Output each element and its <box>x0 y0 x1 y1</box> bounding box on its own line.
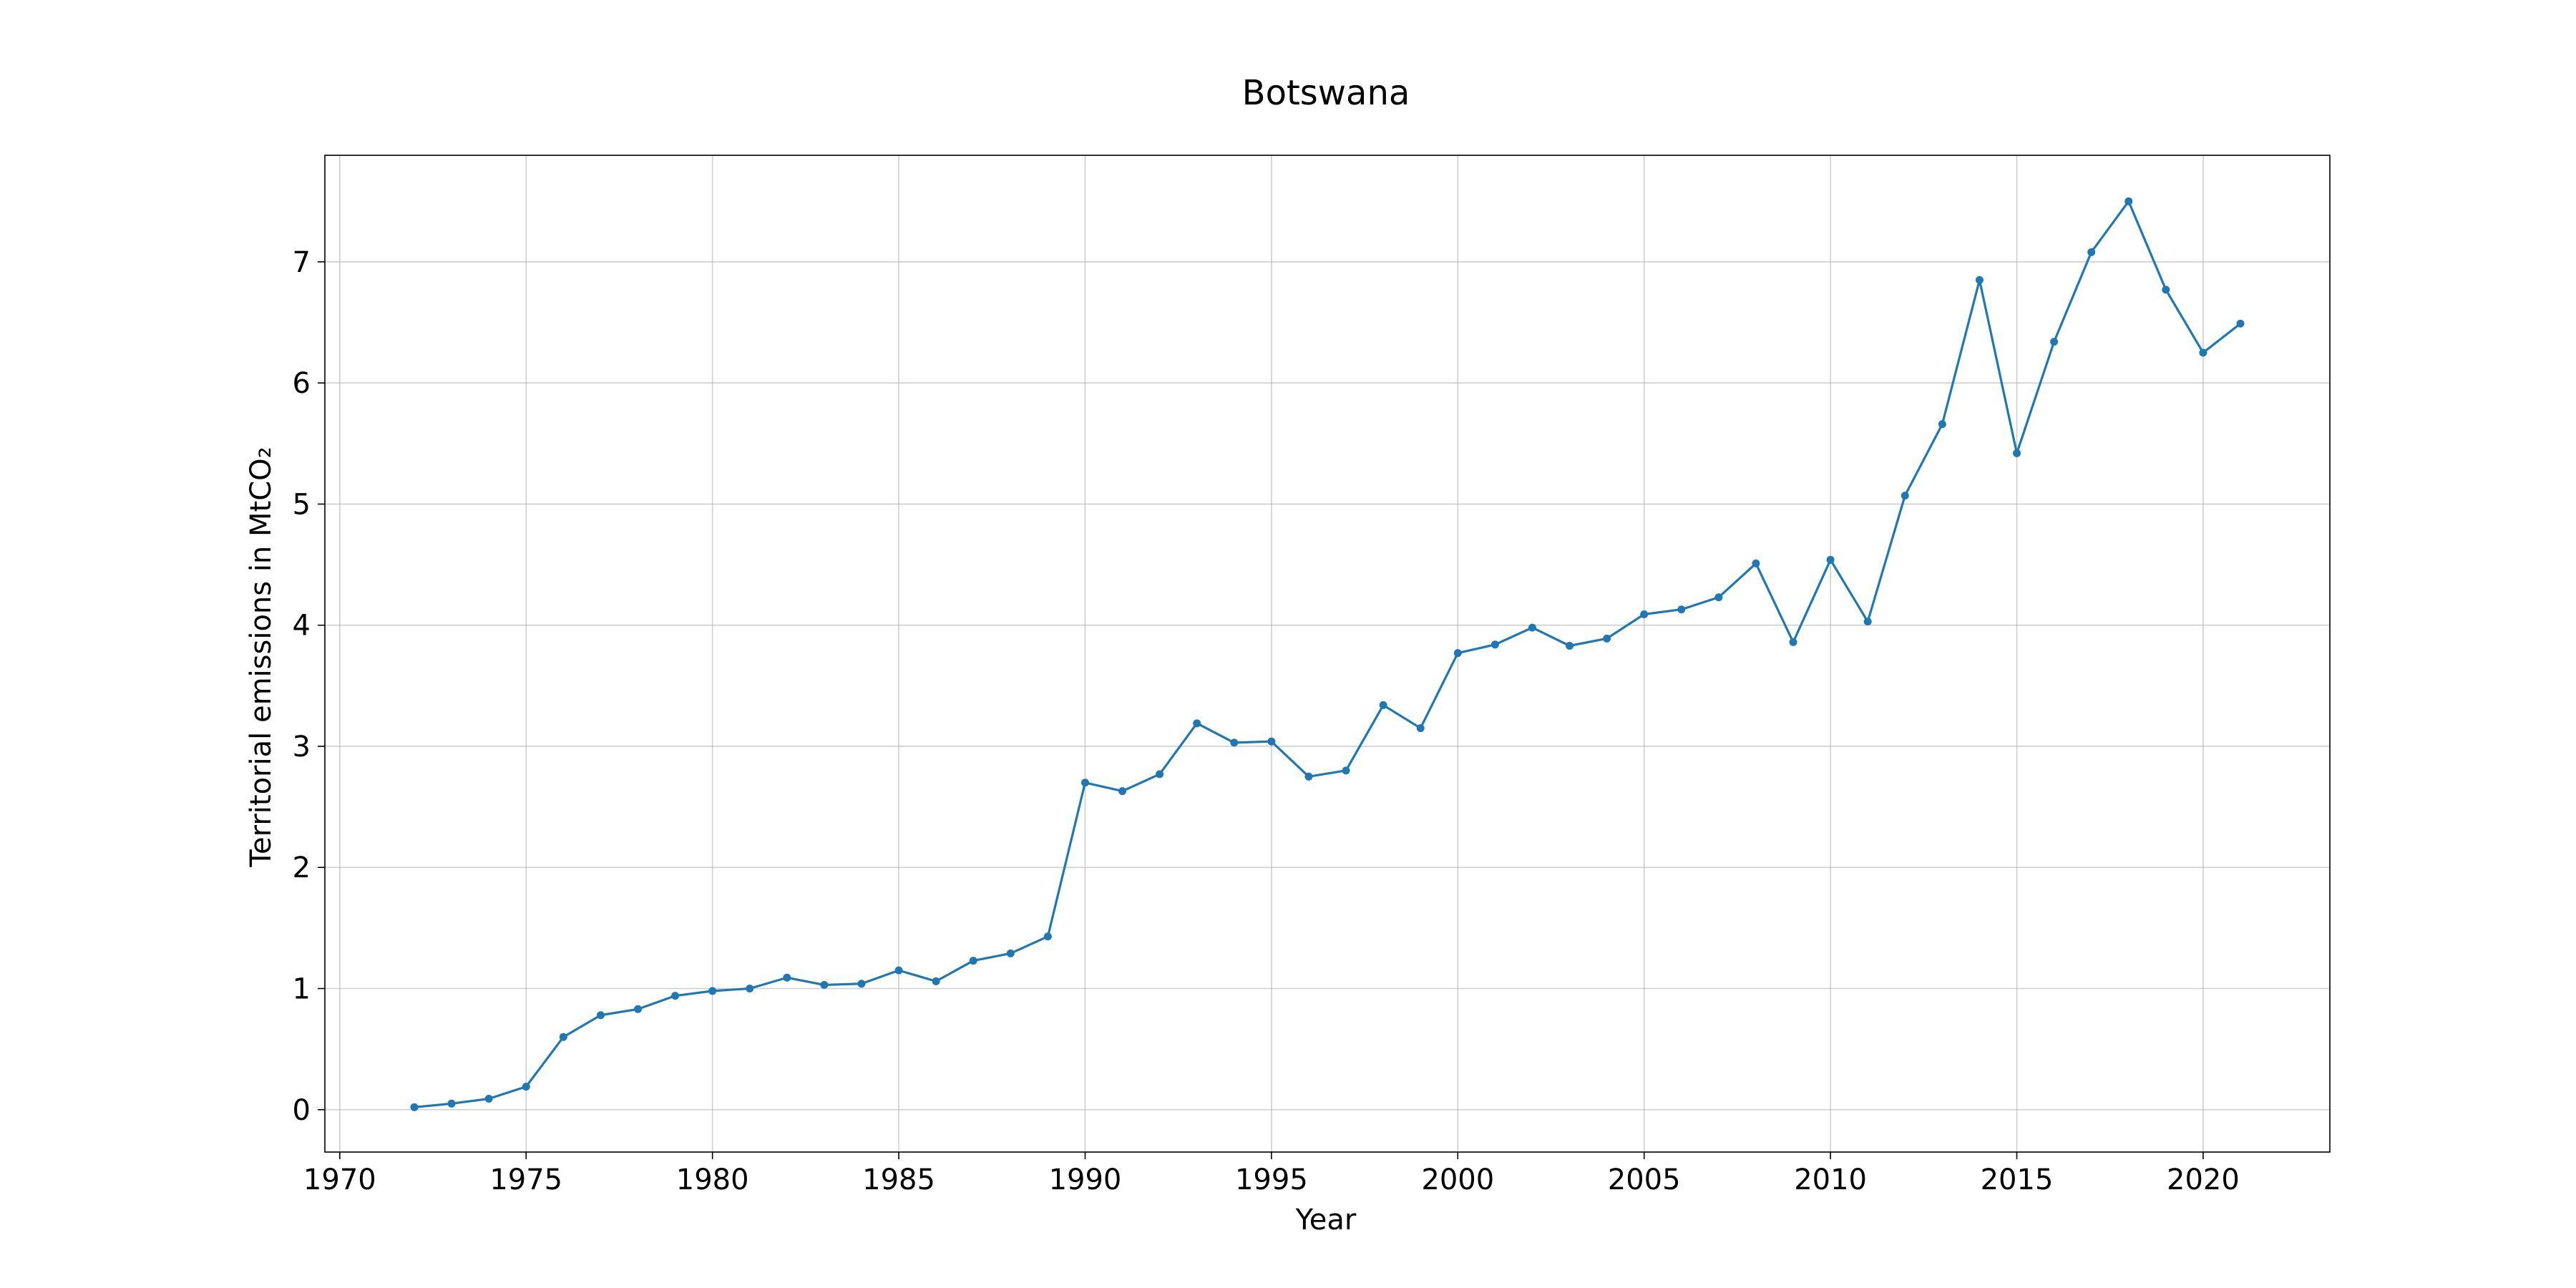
data-point <box>1640 610 1649 618</box>
data-point <box>1080 779 1089 787</box>
y-tick-label: 6 <box>293 367 311 400</box>
data-point <box>1677 605 1686 614</box>
data-point <box>894 966 903 975</box>
data-point <box>708 987 717 995</box>
data-point <box>857 980 866 988</box>
data-point <box>2087 248 2096 256</box>
data-point <box>932 977 940 985</box>
data-point <box>633 1005 642 1013</box>
data-point <box>1566 642 1574 650</box>
x-tick-label: 2020 <box>2167 1163 2240 1196</box>
x-tick-label: 2005 <box>1608 1163 1681 1196</box>
axis-ticks: 1970 1975 1980 1985 1990 1995 2000 2005 2010 2015… <box>293 246 2240 1196</box>
series-line <box>414 200 2241 1108</box>
data-point <box>2199 348 2207 357</box>
data-point <box>559 1033 567 1041</box>
data-point <box>820 980 829 989</box>
y-tick-label: 3 <box>293 731 311 763</box>
data-point <box>1453 649 1462 658</box>
data-point <box>522 1083 530 1091</box>
x-tick-label: 2015 <box>1981 1163 2054 1196</box>
data-point <box>1267 737 1276 746</box>
x-tick-label: 1995 <box>1235 1163 1308 1196</box>
y-tick-label: 0 <box>293 1094 311 1127</box>
data-point <box>1379 701 1387 709</box>
data-point <box>2236 319 2245 328</box>
data-point <box>410 1103 419 1111</box>
y-tick-label: 5 <box>293 488 311 521</box>
y-axis-label: Territorial emissions in MtCO₂ <box>245 447 278 867</box>
data-point <box>1863 618 1872 626</box>
grid <box>325 155 2330 1152</box>
y-tick-label: 7 <box>293 246 311 279</box>
data-point <box>2162 286 2170 294</box>
data-point <box>1043 932 1052 941</box>
data-point <box>1156 770 1164 779</box>
data-point <box>671 992 680 1000</box>
x-tick-label: 1975 <box>489 1163 562 1196</box>
data-point <box>484 1095 493 1103</box>
x-tick-label: 2000 <box>1421 1163 1494 1196</box>
data-point <box>1528 623 1536 632</box>
data-point <box>1118 787 1127 796</box>
data-point <box>1789 638 1797 646</box>
x-tick-label: 1985 <box>862 1163 935 1196</box>
data-point <box>1603 634 1611 643</box>
data-point <box>1230 738 1239 747</box>
y-tick-label: 2 <box>293 852 311 884</box>
data-point <box>596 1011 605 1020</box>
data-point <box>1938 420 1946 429</box>
data-point <box>1193 719 1201 728</box>
y-tick-label: 1 <box>293 973 311 1006</box>
data-point <box>2124 197 2133 205</box>
x-tick-label: 1970 <box>303 1163 376 1196</box>
data-point <box>1304 772 1313 781</box>
data-point <box>1416 724 1425 733</box>
data-point <box>1975 275 1984 284</box>
data-point <box>1491 640 1499 649</box>
plot-frame <box>324 155 2331 1153</box>
x-tick-label: 1990 <box>1049 1163 1122 1196</box>
data-point <box>2013 449 2021 457</box>
data-point <box>2050 338 2059 346</box>
data-point <box>783 973 791 982</box>
data-point <box>746 985 754 992</box>
y-tick-label: 4 <box>293 610 311 643</box>
data-point <box>969 957 977 965</box>
data-point <box>447 1099 456 1108</box>
data-point <box>1006 949 1015 957</box>
data-point <box>1342 766 1350 775</box>
data-point <box>1752 559 1760 567</box>
series-layer <box>410 197 2245 1111</box>
chart-title: Botswana <box>1242 73 1410 113</box>
x-axis-label: Year <box>1295 1204 1357 1236</box>
data-point <box>1901 492 1909 500</box>
x-tick-label: 2010 <box>1794 1163 1867 1196</box>
x-tick-label: 1980 <box>676 1163 749 1196</box>
data-point <box>1714 593 1723 602</box>
data-point <box>1826 555 1835 564</box>
